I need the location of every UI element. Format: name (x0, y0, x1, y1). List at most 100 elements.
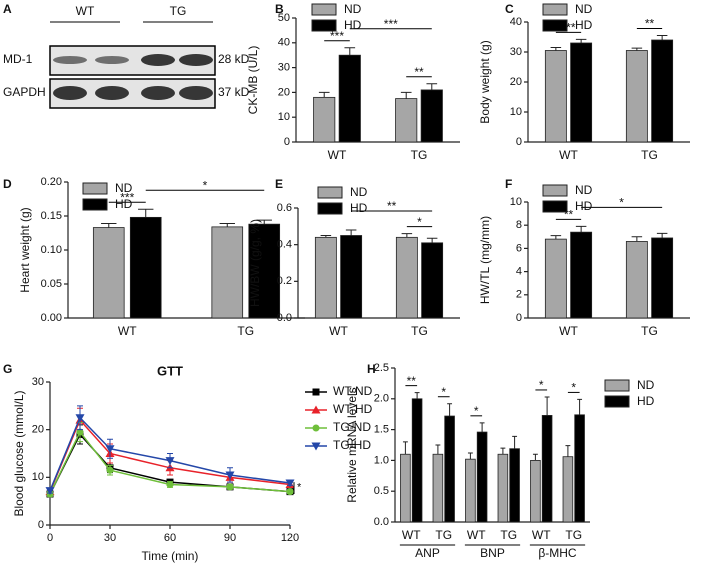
bar (497, 453, 509, 523)
y-tick-label: 0 (516, 312, 522, 324)
bar (544, 238, 567, 319)
sig-label: * (539, 378, 544, 392)
error-bar (344, 47, 356, 56)
bar (541, 415, 553, 523)
band (179, 86, 213, 100)
error-bar (656, 232, 668, 238)
bar (465, 458, 476, 523)
line (49, 416, 291, 491)
y-axis-label: Relative mRNA levels (345, 387, 359, 502)
error-bar (565, 445, 571, 457)
y-tick-label: 2 (516, 289, 522, 301)
error-bar (575, 38, 587, 43)
y-axis-label: CK-MB (U/L) (246, 46, 260, 115)
y-tick-label: 20 (278, 86, 290, 98)
error-bar (479, 422, 485, 433)
band (53, 86, 87, 100)
legend-label: ND (350, 185, 368, 199)
legend-marker (312, 388, 320, 396)
y-tick-label: 0 (38, 519, 44, 531)
error-bar (414, 392, 420, 399)
bar (651, 237, 674, 319)
error-bar (575, 225, 587, 233)
marker (76, 428, 84, 436)
marker (165, 457, 175, 466)
error-bar (550, 47, 562, 51)
legend-label: ND (344, 2, 362, 16)
legend-label: ND (115, 181, 133, 195)
error-bar (400, 91, 412, 99)
error-bar (467, 452, 473, 460)
legend-marker (311, 405, 321, 414)
marker (75, 414, 85, 423)
y-tick-label: 40 (278, 37, 290, 49)
y-axis-label: HW/BW (g/g, %) (248, 219, 262, 307)
y-tick-label: 0.05 (41, 278, 62, 290)
error-bar (318, 91, 330, 98)
x-tick-label: TG (411, 324, 428, 338)
x-tick-label: 120 (281, 532, 299, 544)
group-label: BNP (480, 546, 505, 560)
legend-swatch (542, 3, 568, 16)
error-bar (138, 208, 154, 218)
error-bar (320, 235, 332, 238)
legend-label: TG-ND (333, 420, 371, 434)
error-bar (447, 403, 453, 417)
y-tick-label: 2.0 (374, 393, 389, 405)
bar (562, 456, 574, 523)
y-tick-label: 0.20 (41, 176, 62, 188)
y-tick-label: 6 (516, 242, 522, 254)
x-tick-label: WT (328, 148, 347, 162)
y-tick-label: 20 (510, 76, 522, 88)
x-tick-label: WT (402, 528, 421, 542)
y-tick-label: 0 (284, 136, 290, 148)
sig-label: * (474, 404, 479, 418)
x-tick-label: WT (559, 148, 578, 162)
bar (570, 42, 593, 143)
y-tick-label: 4 (516, 266, 522, 278)
x-tick-label: TG (500, 528, 517, 542)
error-bar (550, 235, 562, 240)
panel-letter: D (3, 177, 12, 191)
sig-label: ** (407, 374, 417, 388)
legend-swatch (311, 3, 337, 16)
error-bar (631, 47, 643, 51)
y-tick-label: 30 (510, 46, 522, 58)
sig-label: * (619, 196, 624, 210)
band (141, 86, 175, 100)
error-bar (435, 444, 441, 455)
y-axis-label: Blood glucose (mmol/L) (12, 390, 26, 516)
panel-letter: C (505, 2, 514, 16)
sig-label: *** (330, 29, 344, 43)
bar (625, 50, 648, 143)
bar (625, 241, 648, 319)
panel-letter: F (505, 177, 512, 191)
legend-label: ND (575, 183, 593, 197)
y-tick-label: 8 (516, 219, 522, 231)
error-bar (256, 219, 272, 225)
panel-letter: E (275, 177, 283, 191)
y-tick-label: 30 (278, 62, 290, 74)
x-tick-label: WT (559, 324, 578, 338)
sig-label: ** (645, 17, 655, 31)
x-tick-label: TG (435, 528, 452, 542)
legend-marker (311, 442, 321, 451)
y-tick-label: 0 (516, 136, 522, 148)
legend-swatch (542, 19, 568, 32)
marker (45, 487, 55, 496)
y-tick-label: 10 (510, 106, 522, 118)
legend-label: HD (575, 18, 593, 32)
bar (395, 98, 418, 143)
sig-label: * (203, 178, 208, 192)
x-tick-label: 60 (164, 532, 176, 544)
bar (395, 236, 418, 319)
blot-row: MD-1 (3, 52, 33, 66)
legend-label: ND (575, 2, 593, 16)
error-bar (401, 233, 413, 238)
legend-swatch (542, 200, 568, 213)
bar (211, 226, 244, 319)
bar (509, 448, 520, 523)
band (95, 86, 129, 100)
